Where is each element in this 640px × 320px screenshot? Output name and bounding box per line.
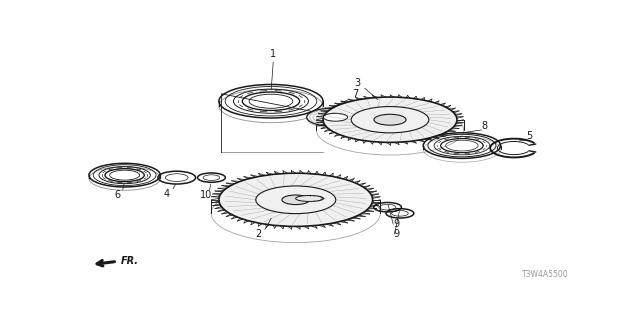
Text: 4: 4 — [164, 188, 170, 199]
Ellipse shape — [256, 186, 336, 214]
Ellipse shape — [282, 195, 310, 204]
Text: 2: 2 — [255, 229, 262, 239]
Ellipse shape — [219, 173, 372, 227]
Text: 8: 8 — [481, 121, 487, 131]
Ellipse shape — [296, 196, 324, 202]
Ellipse shape — [374, 114, 406, 125]
Text: 10: 10 — [200, 190, 212, 200]
Text: 7: 7 — [352, 89, 358, 99]
Text: 1: 1 — [270, 49, 276, 60]
Text: T3W4A5500: T3W4A5500 — [522, 270, 568, 279]
Text: 5: 5 — [525, 131, 532, 141]
Text: 9: 9 — [394, 229, 399, 239]
Text: 3: 3 — [355, 78, 361, 88]
Text: 6: 6 — [114, 190, 120, 200]
Ellipse shape — [323, 113, 348, 121]
Ellipse shape — [323, 97, 457, 142]
Ellipse shape — [307, 108, 364, 127]
Text: 9: 9 — [394, 220, 399, 229]
Ellipse shape — [351, 107, 429, 133]
Text: FR.: FR. — [121, 256, 139, 266]
